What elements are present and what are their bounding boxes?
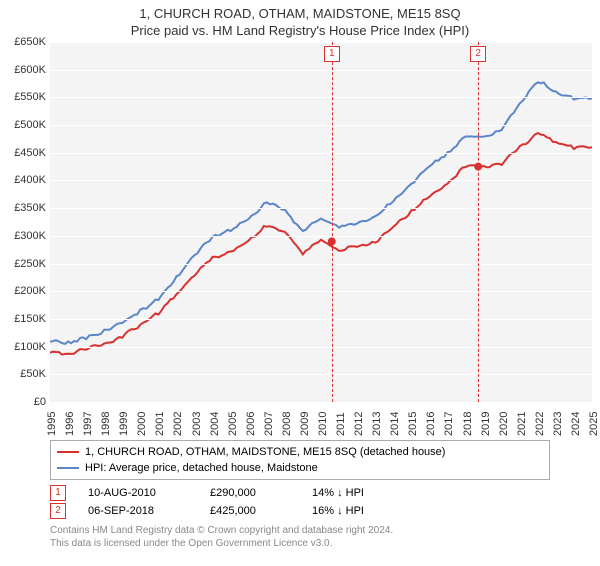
- y-tick-label: £650K: [2, 36, 46, 48]
- legend-label: HPI: Average price, detached house, Maid…: [85, 460, 318, 476]
- x-tick-label: 2013: [371, 412, 383, 436]
- x-tick-label: 2006: [245, 412, 257, 436]
- x-tick-label: 2016: [425, 412, 437, 436]
- marker-box: 1: [324, 46, 340, 62]
- x-tick-label: 1997: [82, 412, 94, 436]
- x-tick-label: 2017: [443, 412, 455, 436]
- chart-title: 1, CHURCH ROAD, OTHAM, MAIDSTONE, ME15 8…: [0, 6, 600, 21]
- x-tick-label: 2019: [480, 412, 492, 436]
- gridline: [50, 374, 592, 375]
- marker-box: 2: [470, 46, 486, 62]
- y-tick-label: £250K: [2, 258, 46, 270]
- txn-price: £290,000: [210, 484, 290, 502]
- x-tick-label: 2005: [227, 412, 239, 436]
- gridline: [50, 347, 592, 348]
- legend-label: 1, CHURCH ROAD, OTHAM, MAIDSTONE, ME15 8…: [85, 444, 445, 460]
- txn-delta: 14% ↓ HPI: [312, 484, 364, 502]
- x-tick-label: 2018: [462, 412, 474, 436]
- x-tick-label: 2009: [299, 412, 311, 436]
- x-tick-label: 1998: [100, 412, 112, 436]
- y-tick-label: £450K: [2, 147, 46, 159]
- gridline: [50, 208, 592, 209]
- x-tick-label: 2023: [552, 412, 564, 436]
- x-tick-label: 2008: [281, 412, 293, 436]
- x-tick-label: 2014: [389, 412, 401, 436]
- txn-price: £425,000: [210, 502, 290, 520]
- y-tick-label: £50K: [2, 368, 46, 380]
- x-tick-label: 2022: [534, 412, 546, 436]
- marker-line: [332, 42, 333, 402]
- x-tick-label: 2024: [570, 412, 582, 436]
- chart-subtitle: Price paid vs. HM Land Registry's House …: [0, 23, 600, 38]
- y-tick-label: £350K: [2, 202, 46, 214]
- x-tick-label: 2001: [154, 412, 166, 436]
- gridline: [50, 70, 592, 71]
- x-tick-label: 2012: [353, 412, 365, 436]
- gridline: [50, 319, 592, 320]
- y-tick-label: £150K: [2, 313, 46, 325]
- x-tick-label: 2015: [407, 412, 419, 436]
- txn-date: 06-SEP-2018: [88, 502, 188, 520]
- series-line: [50, 133, 592, 355]
- txn-date: 10-AUG-2010: [88, 484, 188, 502]
- table-row: 2 06-SEP-2018 £425,000 16% ↓ HPI: [50, 502, 550, 520]
- footer-line: Contains HM Land Registry data © Crown c…: [50, 524, 550, 537]
- x-tick-label: 2025: [588, 412, 600, 436]
- x-tick-label: 2002: [172, 412, 184, 436]
- x-tick-label: 2010: [317, 412, 329, 436]
- y-tick-label: £0: [2, 396, 46, 408]
- footer-attribution: Contains HM Land Registry data © Crown c…: [50, 524, 550, 550]
- y-tick-label: £100K: [2, 341, 46, 353]
- x-axis-labels: 1995199619971998199920002001200220032004…: [50, 402, 592, 436]
- chart-container: 1, CHURCH ROAD, OTHAM, MAIDSTONE, ME15 8…: [0, 6, 600, 566]
- chart-plot-area: £0£50K£100K£150K£200K£250K£300K£350K£400…: [50, 42, 592, 402]
- row-marker: 2: [50, 503, 66, 519]
- chart-svg: [50, 42, 592, 402]
- gridline: [50, 236, 592, 237]
- gridline: [50, 153, 592, 154]
- y-tick-label: £400K: [2, 174, 46, 186]
- marker-line: [478, 42, 479, 402]
- y-tick-label: £300K: [2, 230, 46, 242]
- y-tick-label: £500K: [2, 119, 46, 131]
- table-row: 1 10-AUG-2010 £290,000 14% ↓ HPI: [50, 484, 550, 502]
- y-tick-label: £550K: [2, 91, 46, 103]
- gridline: [50, 125, 592, 126]
- y-tick-label: £600K: [2, 64, 46, 76]
- x-tick-label: 2007: [263, 412, 275, 436]
- legend-swatch: [57, 451, 79, 453]
- x-tick-label: 2020: [498, 412, 510, 436]
- gridline: [50, 97, 592, 98]
- gridline: [50, 42, 592, 43]
- x-tick-label: 2003: [191, 412, 203, 436]
- x-tick-label: 2021: [516, 412, 528, 436]
- gridline: [50, 264, 592, 265]
- legend-item: HPI: Average price, detached house, Maid…: [57, 460, 543, 476]
- footer-line: This data is licensed under the Open Gov…: [50, 537, 550, 550]
- gridline: [50, 180, 592, 181]
- x-tick-label: 2011: [335, 412, 347, 436]
- legend-swatch: [57, 467, 79, 469]
- y-tick-label: £200K: [2, 285, 46, 297]
- gridline: [50, 291, 592, 292]
- series-line: [50, 82, 592, 344]
- x-tick-label: 1995: [46, 412, 58, 436]
- x-tick-label: 2004: [209, 412, 221, 436]
- transactions-table: 1 10-AUG-2010 £290,000 14% ↓ HPI 2 06-SE…: [50, 484, 550, 520]
- legend-item: 1, CHURCH ROAD, OTHAM, MAIDSTONE, ME15 8…: [57, 444, 543, 460]
- txn-delta: 16% ↓ HPI: [312, 502, 364, 520]
- x-tick-label: 2000: [136, 412, 148, 436]
- row-marker: 1: [50, 485, 66, 501]
- x-tick-label: 1999: [118, 412, 130, 436]
- x-tick-label: 1996: [64, 412, 76, 436]
- legend: 1, CHURCH ROAD, OTHAM, MAIDSTONE, ME15 8…: [50, 440, 550, 480]
